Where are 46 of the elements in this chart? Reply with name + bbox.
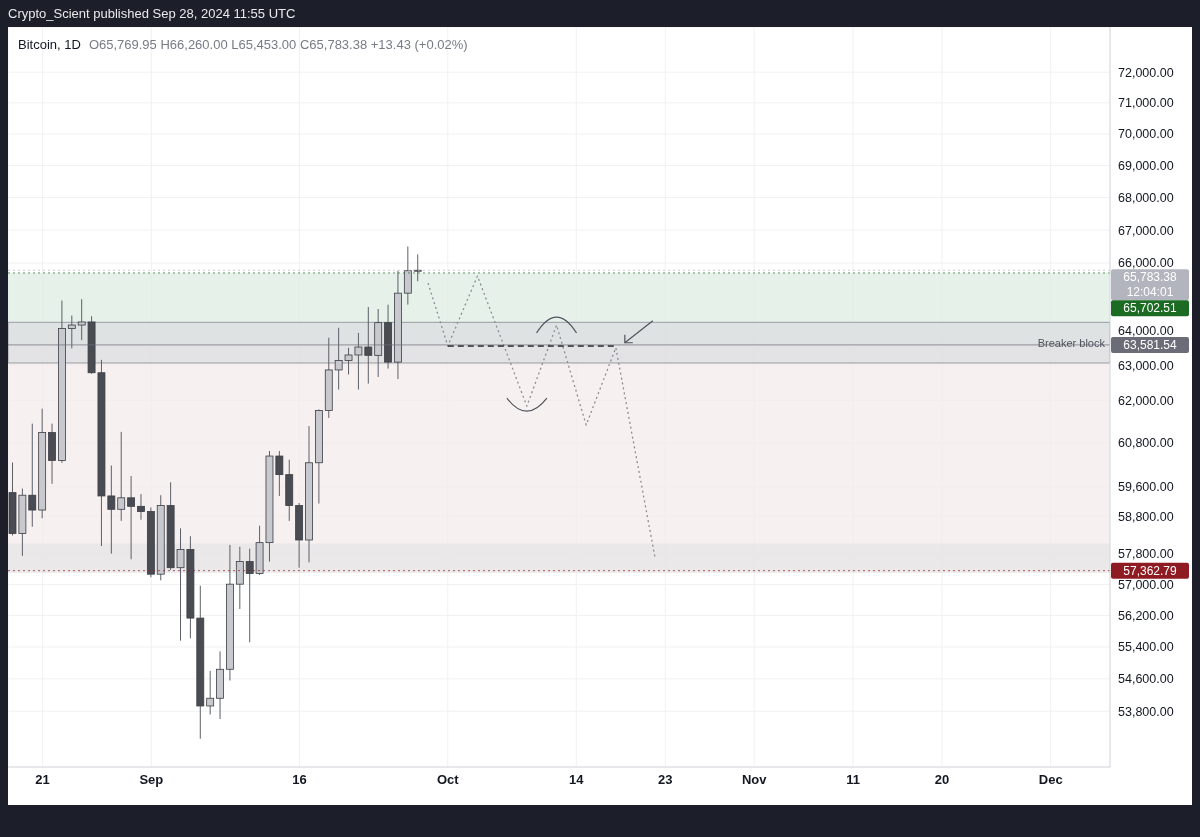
candlestick <box>413 253 422 282</box>
candlestick <box>403 245 412 306</box>
candlestick <box>137 493 145 521</box>
x-tick-label: 16 <box>292 772 307 788</box>
ref-line-label: 57,362.79 <box>1123 563 1178 578</box>
x-tick-label: Sep <box>139 772 164 788</box>
candlestick <box>117 431 126 522</box>
y-tick-label: 57,800.00 <box>1118 547 1174 562</box>
y-tick-label: 71,000.00 <box>1118 96 1174 111</box>
y-tick-label: 55,400.00 <box>1118 640 1174 655</box>
x-tick-label: 20 <box>934 772 950 788</box>
y-tick-label: 70,000.00 <box>1118 127 1174 142</box>
y-tick-label: 64,000.00 <box>1118 323 1174 338</box>
y-tick-label: 57,000.00 <box>1118 577 1174 592</box>
line-series <box>427 275 657 560</box>
candlestick <box>235 546 244 610</box>
y-tick-label: 60,800.00 <box>1118 436 1174 451</box>
text: Bitcoin, 1D <box>18 37 81 52</box>
band-label: Breaker block <box>1037 336 1106 349</box>
candlestick <box>67 315 76 349</box>
ref-line-label: 65,702.51 <box>1123 301 1178 316</box>
x-tick-label: 14 <box>569 772 585 788</box>
y-tick-label: 56,200.00 <box>1118 608 1174 623</box>
y-tick-label: 63,000.00 <box>1118 358 1174 373</box>
y-tick-label: 66,000.00 <box>1118 256 1174 271</box>
text: O65,769.95 H66,260.00 L65,453.00 C65,783.38 +13.43 (+0.02%) <box>88 37 468 52</box>
y-tick-label: 68,000.00 <box>1118 191 1174 206</box>
y-tick-label: 53,800.00 <box>1118 704 1174 719</box>
y-tick-label: 62,000.00 <box>1118 393 1174 408</box>
y-tick-label: 72,000.00 <box>1118 65 1174 80</box>
x-tick-label: Nov <box>741 772 768 788</box>
ref-line-label: 65,783.38 12:04:01 <box>1123 270 1178 300</box>
x-tick-label: 11 <box>846 772 860 788</box>
y-tick-label: 58,800.00 <box>1118 509 1174 524</box>
ref-line-label: 63,581.54 <box>1123 337 1178 352</box>
y-tick-label: 69,000.00 <box>1118 158 1174 173</box>
candlestick <box>127 475 135 560</box>
y-tick-label: 54,600.00 <box>1118 672 1174 687</box>
text: Crypto_Scient published Sep 28, 2024 11:55 UTC <box>8 6 296 21</box>
x-tick-label: 21 <box>35 772 50 788</box>
x-tick-label: 23 <box>658 772 673 788</box>
x-tick-label: Oct <box>436 772 460 788</box>
y-tick-label: 67,000.00 <box>1118 223 1174 238</box>
x-tick-label: Dec <box>1038 772 1063 788</box>
candlestick <box>206 670 215 716</box>
y-tick-label: 59,600.00 <box>1118 480 1174 495</box>
